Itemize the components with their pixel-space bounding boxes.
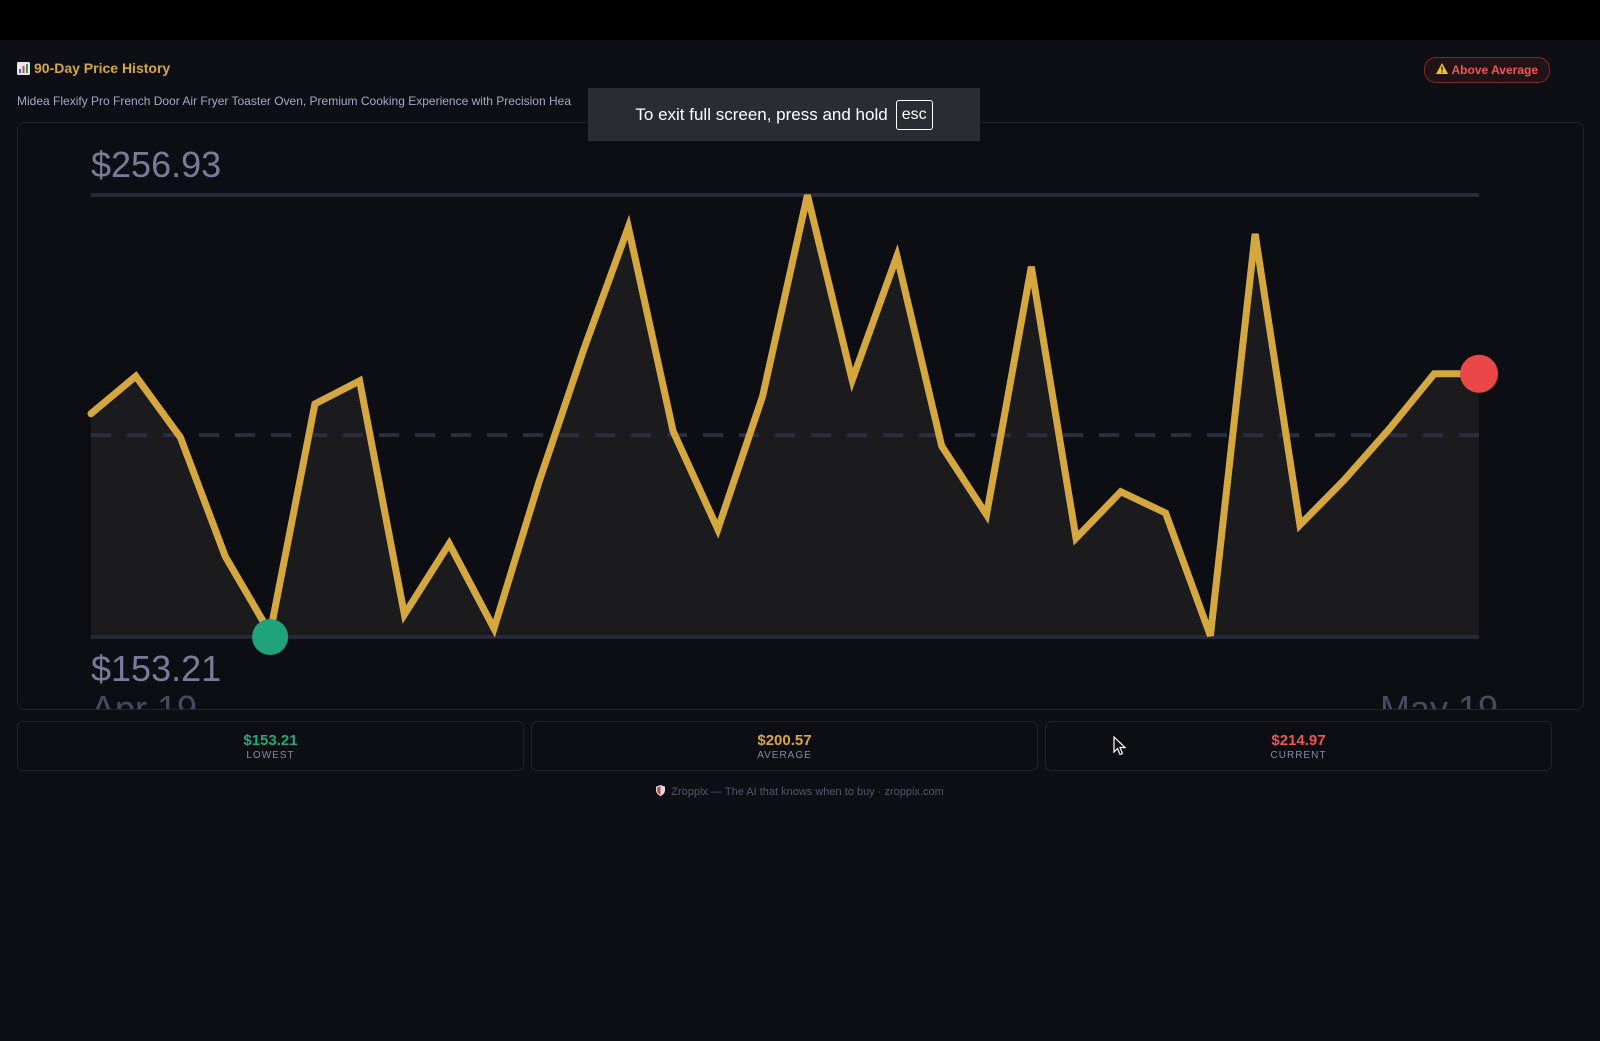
status-badge: Above Average — [1423, 57, 1550, 83]
price-chart: $256.93 $153.21 Apr 19 May 19 — [17, 122, 1584, 710]
x-start-label: Apr 19 — [91, 688, 197, 709]
y-min-label: $153.21 — [91, 648, 221, 689]
lowest-value: $153.21 — [243, 731, 298, 749]
price-area-fill — [91, 195, 1479, 637]
fullscreen-exit-message: To exit full screen, press and hold — [635, 104, 888, 124]
status-badge-label: Above Average — [1451, 63, 1538, 77]
footer-text[interactable]: Zroppix — The AI that knows when to buy … — [671, 786, 944, 798]
average-stat-card: $200.57 AVERAGE — [531, 721, 1038, 771]
average-label: AVERAGE — [757, 749, 812, 761]
page-title-text: 90-Day Price History — [34, 60, 171, 76]
page-title: 90-Day Price History — [17, 60, 170, 76]
current-label: CURRENT — [1270, 749, 1327, 761]
lowest-stat-card: $153.21 LOWEST — [17, 721, 524, 771]
y-max-label: $256.93 — [91, 144, 221, 185]
lowest-price-marker[interactable] — [252, 619, 289, 655]
footer: Zroppix — The AI that knows when to buy … — [0, 785, 1600, 799]
esc-key-label: esc — [895, 99, 933, 130]
current-value: $214.97 — [1271, 731, 1326, 749]
mouse-cursor-icon — [1113, 735, 1127, 761]
price-chart-svg: $256.93 $153.21 Apr 19 May 19 — [87, 144, 1498, 709]
current-price-marker[interactable] — [1460, 354, 1498, 393]
stats-row: $153.21 LOWEST $200.57 AVERAGE $214.97 C… — [17, 721, 1583, 771]
browser-top-bar — [0, 0, 1600, 40]
fullscreen-exit-notice: To exit full screen, press and hold esc — [588, 88, 980, 141]
shield-icon — [656, 785, 666, 799]
lowest-label: LOWEST — [246, 749, 295, 761]
product-name: Midea Flexify Pro French Door Air Fryer … — [17, 94, 571, 108]
warning-icon — [1435, 63, 1448, 77]
current-stat-card: $214.97 CURRENT — [1045, 721, 1552, 771]
price-line — [87, 194, 1483, 643]
bar-chart-icon — [17, 61, 30, 75]
x-end-label: May 19 — [1380, 688, 1498, 709]
average-value: $200.57 — [757, 731, 812, 749]
